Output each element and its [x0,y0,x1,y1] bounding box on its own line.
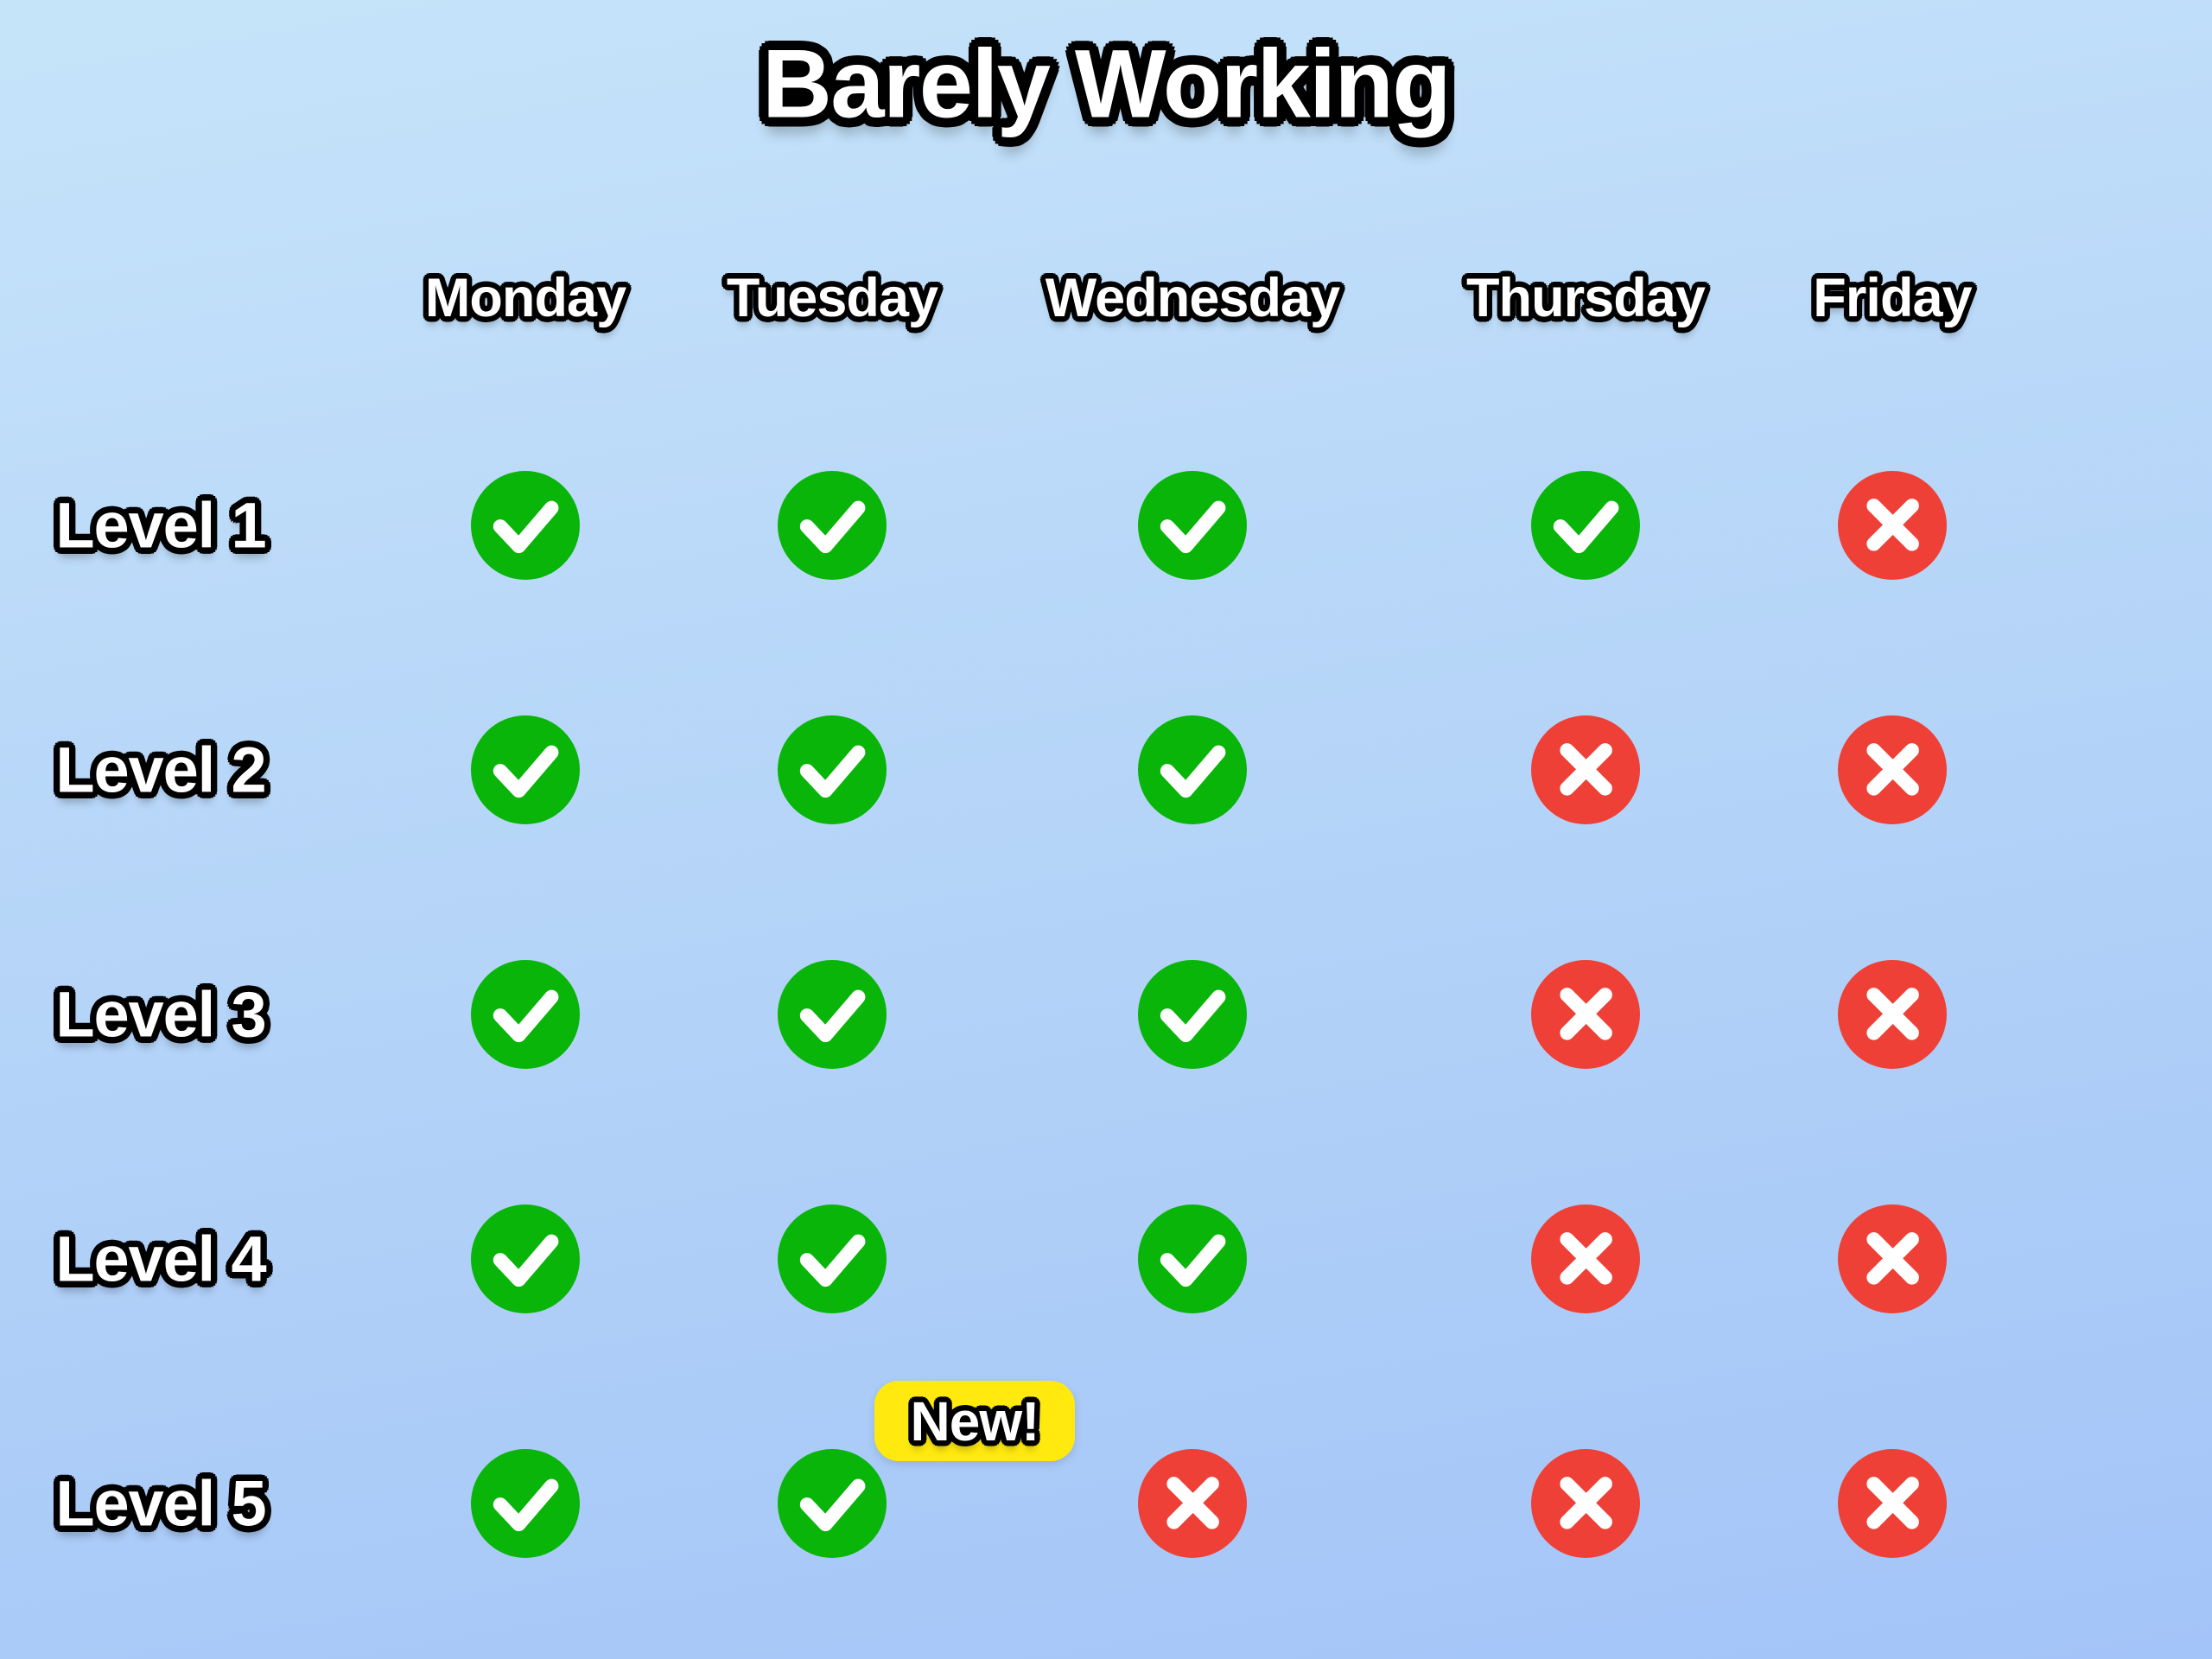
column-header-wednesday: Wednesday [1045,268,1340,328]
x-circle-icon [1838,960,1947,1069]
check-circle-icon [471,471,580,580]
column-header-monday: Monday [424,268,626,328]
new-badge: New! [874,1381,1075,1461]
new-badge-label: New! [910,1389,1039,1452]
check-circle-icon [778,1449,887,1558]
check-circle-icon [471,715,580,824]
x-circle-icon [1531,715,1640,824]
column-header-friday: Friday [1813,268,1972,328]
x-circle-icon [1838,1205,1947,1313]
check-circle-icon [471,960,580,1069]
check-circle-icon [778,715,887,824]
x-circle-icon [1838,715,1947,824]
column-header-tuesday: Tuesday [726,268,938,328]
check-circle-icon [778,1205,887,1313]
check-circle-icon [1138,1205,1247,1313]
x-circle-icon [1138,1449,1247,1558]
row-label-level-5: Level 5 [55,1467,266,1540]
row-label-level-3: Level 3 [55,978,266,1051]
page-title: Barely Working [762,29,1452,138]
check-circle-icon [1138,471,1247,580]
check-circle-icon [778,471,887,580]
column-header-thursday: Thursday [1465,268,1706,328]
x-circle-icon [1838,471,1947,580]
x-circle-icon [1531,1449,1640,1558]
check-circle-icon [778,960,887,1069]
row-label-level-1: Level 1 [55,489,266,562]
x-circle-icon [1531,1205,1640,1313]
row-label-level-2: Level 2 [55,734,266,806]
check-circle-icon [471,1205,580,1313]
check-circle-icon [471,1449,580,1558]
check-circle-icon [1138,715,1247,824]
x-circle-icon [1531,960,1640,1069]
x-circle-icon [1838,1449,1947,1558]
check-circle-icon [1138,960,1247,1069]
row-label-level-4: Level 4 [55,1223,266,1295]
check-circle-icon [1531,471,1640,580]
